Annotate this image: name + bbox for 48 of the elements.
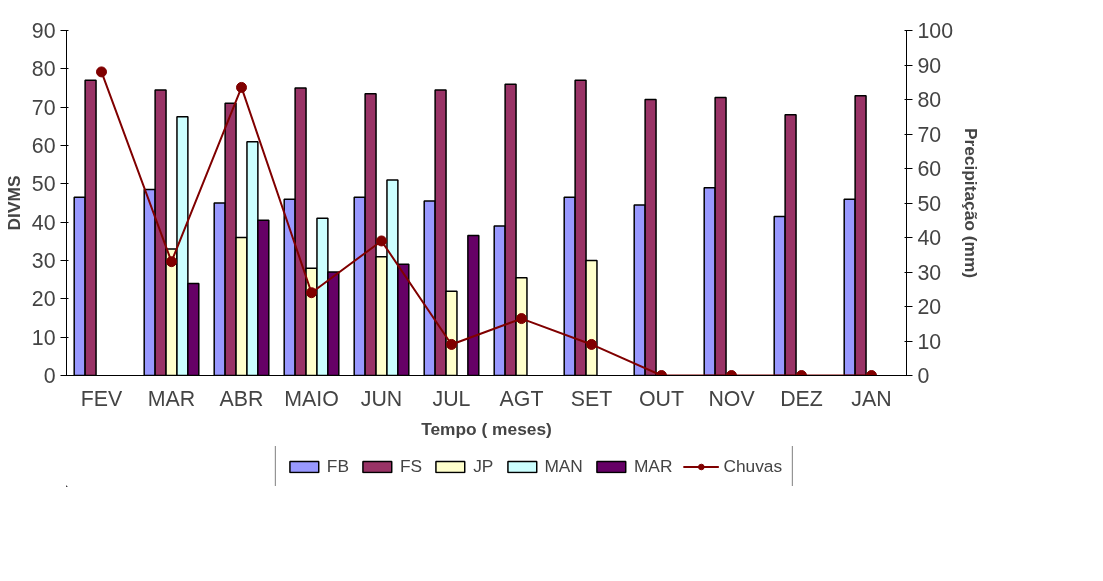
x-tick-label: OUT bbox=[638, 386, 685, 411]
y-tick-label: 50 bbox=[31, 172, 56, 197]
y-tick-label: 10 bbox=[31, 325, 56, 350]
x-tick-label: FEV bbox=[80, 386, 124, 411]
x-tick-label: NOV bbox=[708, 386, 756, 411]
y2-tick-label: 90 bbox=[917, 53, 942, 78]
point bbox=[586, 338, 597, 350]
y-tick-label: 70 bbox=[31, 95, 56, 120]
x-tick-label: MAR bbox=[147, 386, 196, 411]
y-tick-label: 0 bbox=[43, 364, 56, 388]
x-tick-label: DEZ bbox=[780, 386, 823, 411]
y-tick-label: 30 bbox=[31, 249, 56, 273]
y2-tick-label: 0 bbox=[917, 364, 930, 388]
x-tick-label: ABR bbox=[219, 386, 264, 411]
y2-tick-label: 30 bbox=[917, 260, 942, 285]
legend-label: JP bbox=[473, 455, 494, 477]
point bbox=[376, 235, 387, 247]
y-tick-label: 20 bbox=[31, 287, 56, 312]
legend-label: FS bbox=[399, 455, 423, 477]
y-tick-label: 80 bbox=[31, 57, 56, 82]
legend-label: FB bbox=[326, 455, 349, 477]
point bbox=[96, 66, 107, 78]
x-tick-label: MAIO bbox=[284, 386, 339, 411]
y2-tick-label: 50 bbox=[917, 191, 942, 216]
x-axis-title: Tempo ( meses) bbox=[421, 418, 552, 439]
y2-axis-title: Precipitação (mm) bbox=[961, 127, 982, 279]
y2-tick-label: 100 bbox=[917, 19, 954, 43]
legend-label: MAN bbox=[544, 455, 583, 477]
point bbox=[236, 81, 247, 93]
y-tick-label: 60 bbox=[31, 134, 56, 158]
y2-tick-label: 10 bbox=[917, 329, 942, 354]
x-tick-label: JAN bbox=[851, 386, 892, 411]
y2-tick-label: 80 bbox=[917, 88, 942, 112]
x-tick-label: JUL bbox=[432, 386, 471, 411]
legend-label: Chuvas bbox=[723, 455, 783, 477]
y2-tick-label: 40 bbox=[917, 226, 942, 250]
point bbox=[166, 256, 177, 268]
x-tick-label: AGT bbox=[499, 386, 544, 411]
legend-label: MAR bbox=[633, 455, 673, 477]
y-tick-label: 90 bbox=[31, 19, 56, 43]
x-tick-label: JUN bbox=[360, 386, 403, 411]
y-axis-title: DIVMS bbox=[3, 175, 24, 231]
point bbox=[306, 287, 317, 299]
y-tick-label: 40 bbox=[31, 210, 56, 235]
y2-tick-label: 70 bbox=[917, 122, 942, 147]
y2-tick-label: 20 bbox=[917, 295, 942, 319]
y2-tick-label: 60 bbox=[917, 157, 942, 181]
x-tick-label: SET bbox=[570, 386, 613, 411]
